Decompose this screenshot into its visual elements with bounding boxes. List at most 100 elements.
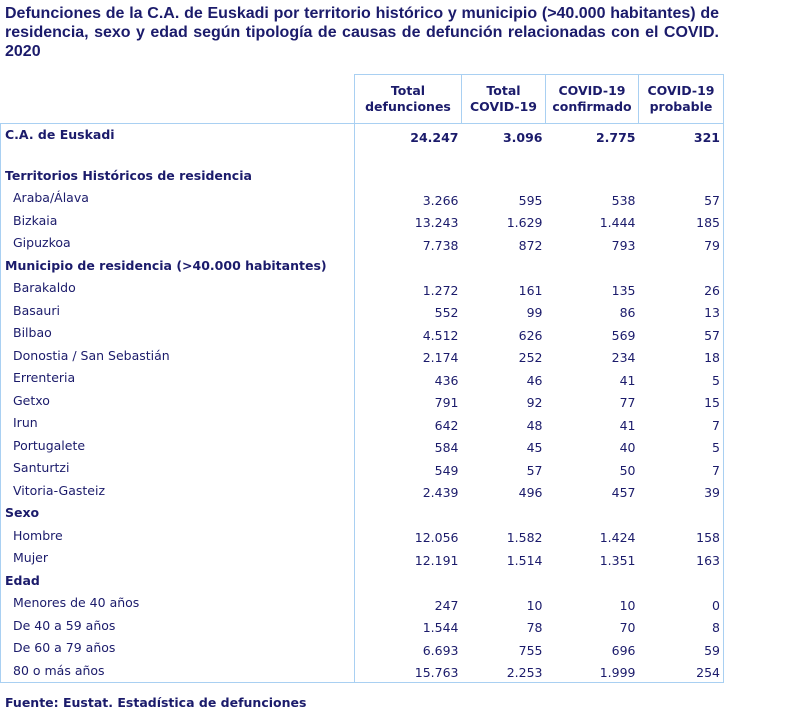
cell-value xyxy=(638,146,724,165)
cell-value: 26 xyxy=(638,277,724,300)
cell-value: 12.056 xyxy=(414,530,459,545)
cell-value: 569 xyxy=(611,327,636,343)
cell-value: 642 xyxy=(434,417,459,433)
cell-value xyxy=(355,255,462,278)
page-title: Defunciones de la C.A. de Euskadi por te… xyxy=(5,5,719,60)
cell-value: 13.243 xyxy=(414,215,459,230)
cell-value: 2.174 xyxy=(422,350,459,365)
row-label: 80 o más años xyxy=(0,659,355,683)
cell-value: 1.272 xyxy=(422,282,459,298)
cell-value: 793 xyxy=(611,237,636,253)
row-label: Territorios Históricos de residencia xyxy=(0,164,355,187)
cell-value: 5 xyxy=(638,434,724,457)
row-label: Gipuzkoa xyxy=(0,232,355,255)
table-row: Municipio de residencia (>40.000 habitan… xyxy=(0,254,724,278)
row-label: Portugalete xyxy=(0,434,355,457)
cell-value: 436 xyxy=(434,372,459,388)
cell-value: 57 xyxy=(638,187,724,210)
cell-value xyxy=(462,147,546,165)
row-label: Edad xyxy=(0,569,355,592)
cell-value: 7 xyxy=(638,412,724,435)
cell-value xyxy=(462,502,546,525)
cell-value: 1.351 xyxy=(599,552,636,568)
cell-value: 3.096 xyxy=(502,129,543,145)
table-row: Santurtzi 549 57 50 7 xyxy=(0,457,724,480)
col-header-line: confirmado xyxy=(552,99,632,114)
col-header-line: Total xyxy=(390,83,426,98)
cell-value: 457 xyxy=(611,485,636,500)
table-row: Sexo xyxy=(0,502,724,525)
cell-value: 549 xyxy=(434,462,459,478)
table-row: Mujer 12.191 1.514 1.351 163 xyxy=(0,547,724,570)
cell-value: 59 xyxy=(638,637,724,660)
col-header-line: COVID-19 xyxy=(647,83,715,98)
cell-value: 45 xyxy=(526,440,543,455)
header-row: Total defunciones Total COVID-19 COVID-19 c… xyxy=(0,74,724,124)
table-row: Donostia / San Sebastián 2.174 252 234 18 xyxy=(0,344,724,367)
row-label: Menores de 40 años xyxy=(0,592,355,615)
table-row: Territorios Históricos de residencia xyxy=(0,164,724,188)
cell-value: 161 xyxy=(518,282,543,298)
cell-value: 41 xyxy=(619,417,636,433)
cell-value xyxy=(638,569,724,592)
cell-value: 3.266 xyxy=(422,192,459,208)
table-row: Bizkaia 13.243 1.629 1.444 185 xyxy=(0,209,724,232)
cell-value: 2.775 xyxy=(595,129,636,145)
cell-value: 39 xyxy=(638,479,724,502)
col-header-line: defunciones xyxy=(365,99,451,114)
cell-value: 1.444 xyxy=(599,215,636,230)
col-header: Total defunciones xyxy=(354,74,462,124)
cell-value: 78 xyxy=(526,620,543,635)
cell-value: 755 xyxy=(518,642,543,658)
cell-value: 8 xyxy=(638,614,724,637)
row-label: De 60 a 79 años xyxy=(0,637,355,660)
cell-value: 57 xyxy=(638,322,724,345)
cell-value: 77 xyxy=(619,395,636,410)
cell-value: 626 xyxy=(518,327,543,343)
cell-value: 92 xyxy=(526,395,543,410)
table-row: Portugalete 584 45 40 5 xyxy=(0,434,724,457)
cell-value: 5 xyxy=(638,367,724,390)
cell-value: 584 xyxy=(434,440,459,455)
cell-value: 1.999 xyxy=(545,659,639,683)
cell-value: 10 xyxy=(619,597,636,613)
cell-value: 872 xyxy=(518,237,543,253)
table-row: De 60 a 79 años 6.693 755 696 59 xyxy=(0,637,724,660)
cell-value: 163 xyxy=(638,547,724,570)
table-row: Bilbao 4.512 626 569 57 xyxy=(0,322,724,345)
cell-value: 696 xyxy=(611,642,636,658)
cell-value: 6.693 xyxy=(422,642,459,658)
table-row: Edad xyxy=(0,569,724,592)
col-header-line: Total xyxy=(486,83,521,98)
row-label xyxy=(0,146,355,165)
header-empty xyxy=(0,74,355,124)
cell-value: 0 xyxy=(638,592,724,615)
cell-value xyxy=(546,255,639,278)
table-row: Barakaldo 1.272 161 135 26 xyxy=(0,277,724,300)
row-label: Bilbao xyxy=(0,322,355,345)
cell-value xyxy=(355,165,462,188)
row-label: Bizkaia xyxy=(0,209,355,232)
cell-value: 24.247 xyxy=(410,129,459,145)
row-label: Barakaldo xyxy=(0,277,355,300)
table-row: 80 o más años 15.763 2.253 1.999 254 xyxy=(0,659,724,683)
table-row xyxy=(0,146,724,165)
cell-value: 18 xyxy=(638,344,724,367)
col-header-line: COVID-19 xyxy=(470,99,537,114)
row-label: Basauri xyxy=(0,299,355,322)
cell-value: 1.424 xyxy=(599,530,636,545)
cell-value: 70 xyxy=(619,620,636,635)
table-row: Menores de 40 años 247 10 10 0 xyxy=(0,592,724,615)
cell-value xyxy=(638,164,724,187)
cell-value: 234 xyxy=(611,350,636,365)
cell-value xyxy=(546,165,639,188)
cell-value xyxy=(355,147,462,165)
cell-value: 10 xyxy=(526,597,543,613)
row-label: Mujer xyxy=(0,547,355,570)
row-label: Getxo xyxy=(0,389,355,412)
table-row: Errenteria 436 46 41 5 xyxy=(0,367,724,390)
col-header: COVID-19 probable xyxy=(638,74,724,124)
cell-value: 496 xyxy=(518,485,543,500)
col-header-line: COVID-19 xyxy=(558,83,626,98)
